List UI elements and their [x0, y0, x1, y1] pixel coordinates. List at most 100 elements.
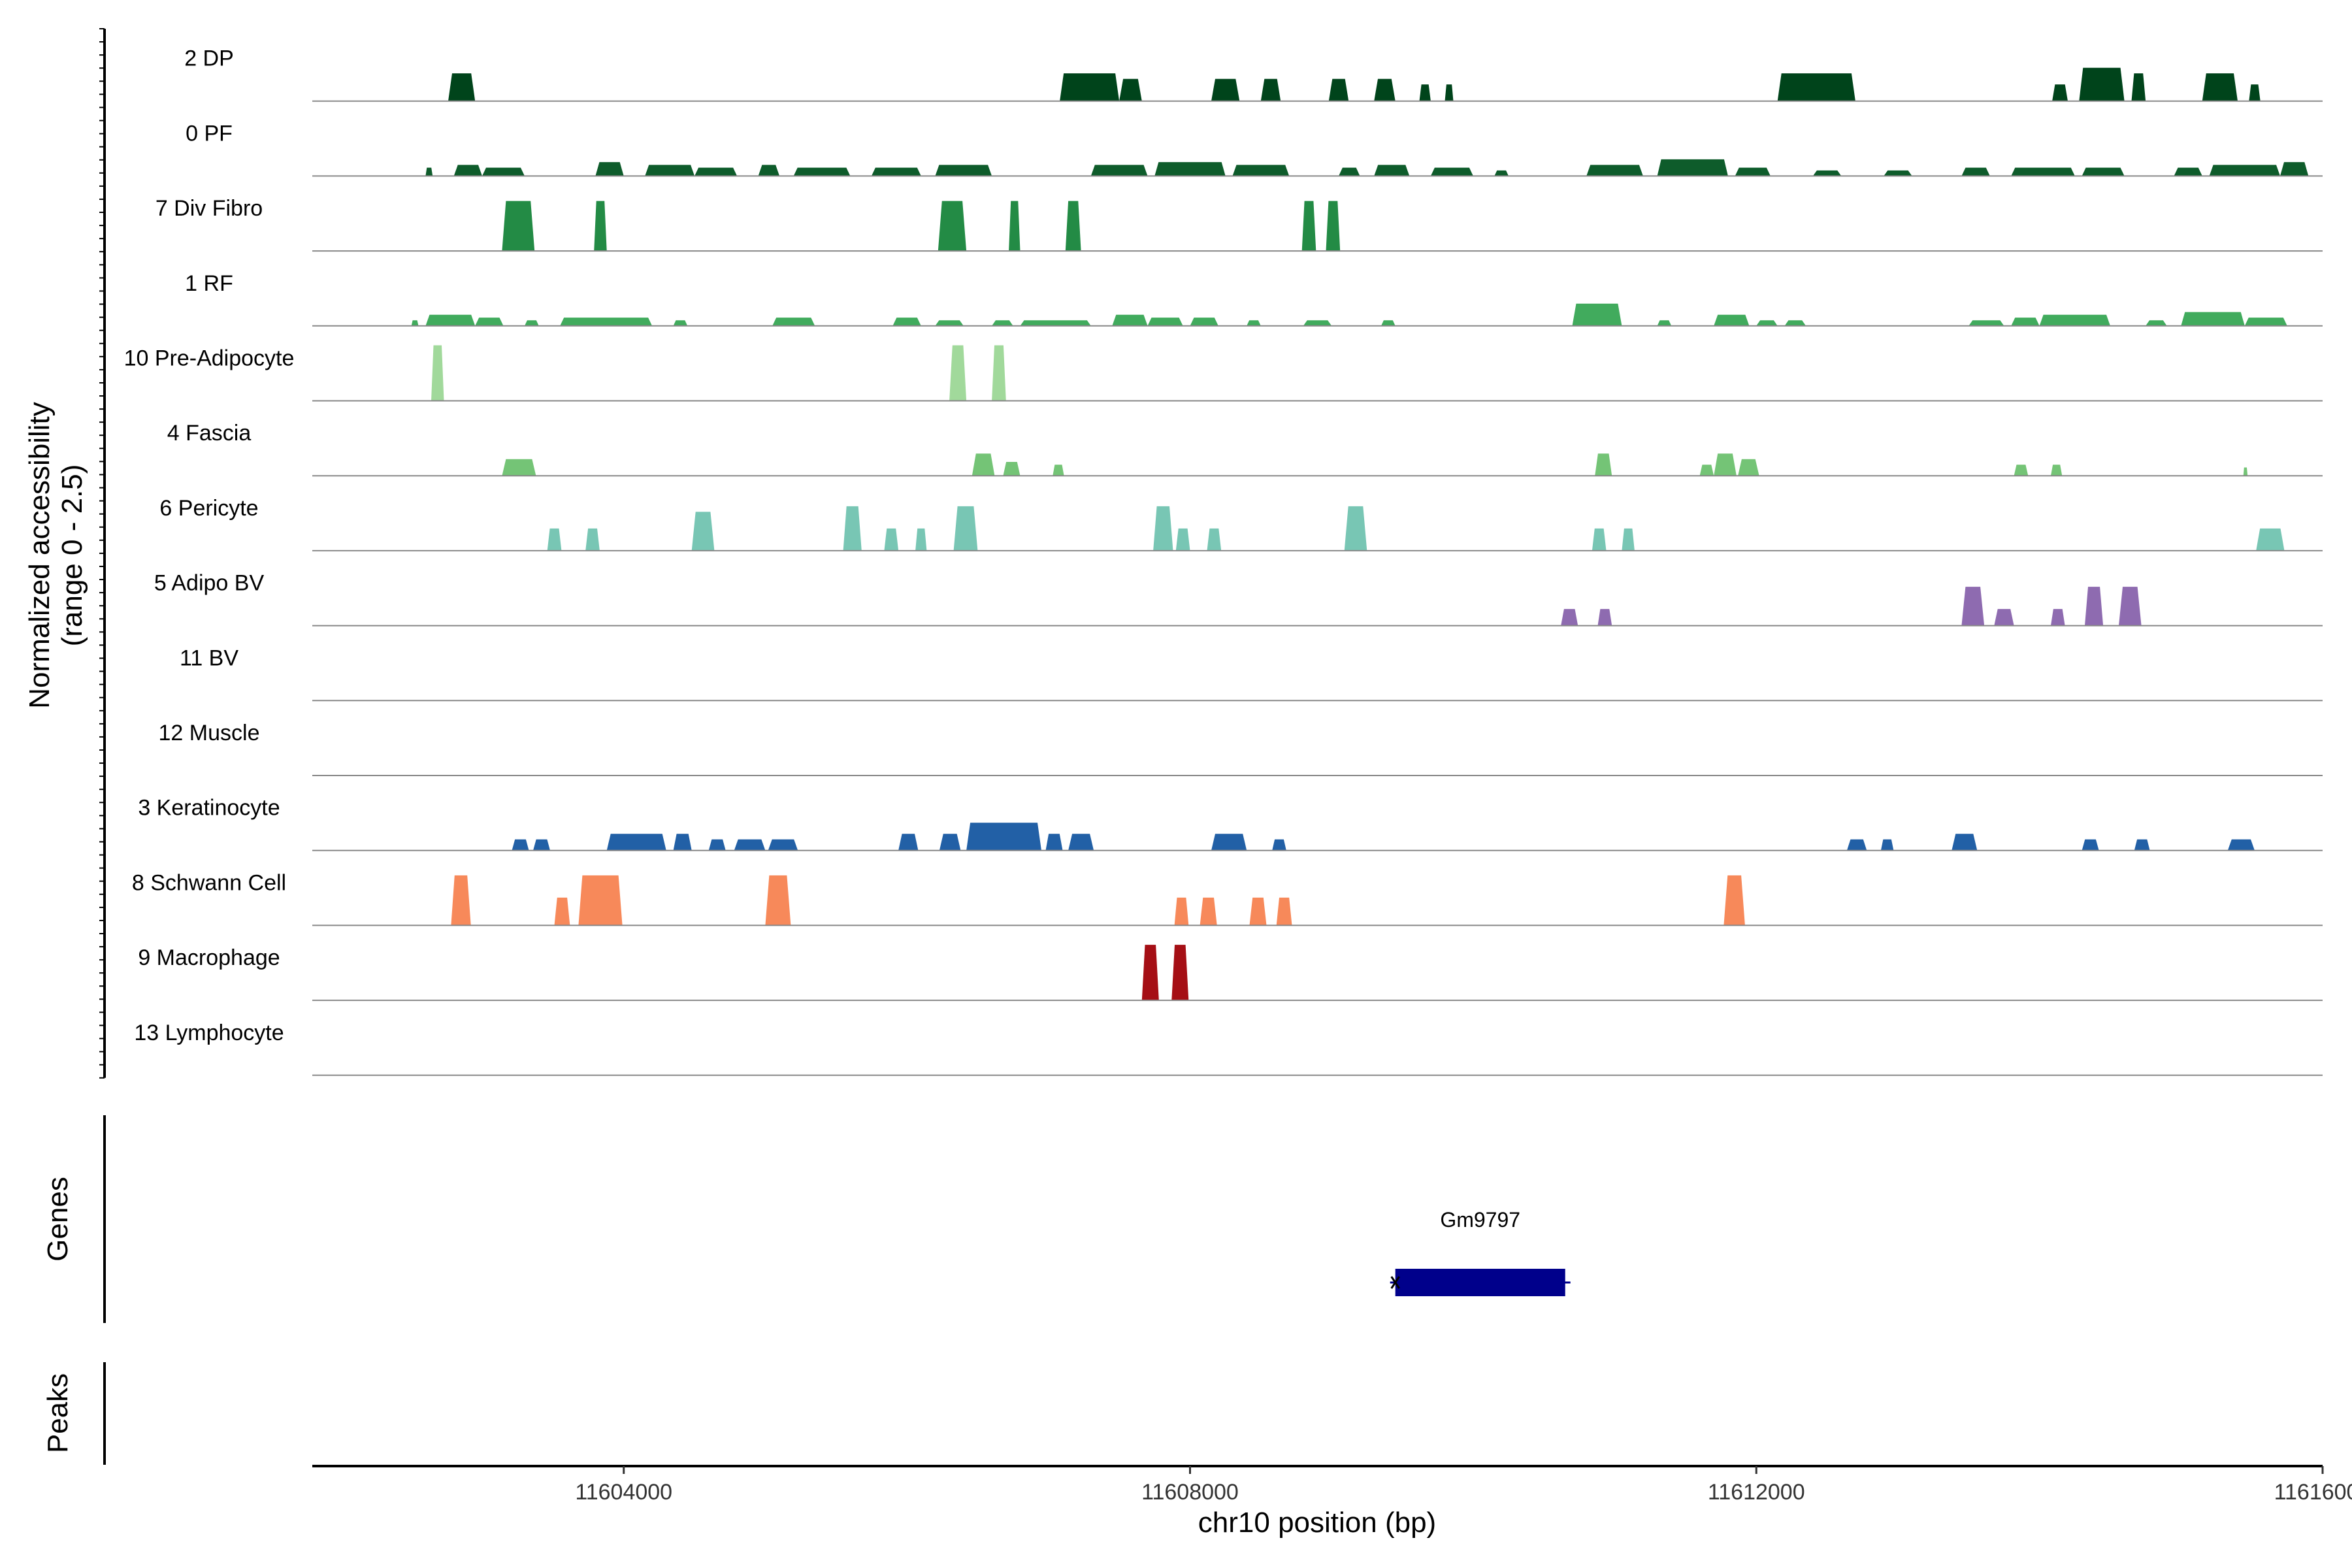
- accessibility-peak: [1153, 506, 1173, 551]
- accessibility-peak: [1586, 165, 1643, 176]
- track-label: 1 RF: [185, 271, 233, 296]
- accessibility-peak: [768, 839, 798, 851]
- accessibility-peak: [1723, 875, 1745, 926]
- accessibility-peak: [525, 320, 539, 326]
- accessibility-peak: [2011, 318, 2040, 326]
- accessibility-peak: [2082, 167, 2125, 176]
- accessibility-peak: [1994, 609, 2014, 626]
- accessibility-peak: [1846, 839, 1867, 851]
- gene-gm9797: Gm9797: [1390, 1208, 1571, 1296]
- track-12-muscle: 12 Muscle: [159, 721, 2323, 776]
- accessibility-peak: [2082, 839, 2099, 851]
- track-2-dp: 2 DP: [184, 46, 2323, 102]
- accessibility-peak: [1961, 587, 1985, 626]
- accessibility-peak: [425, 167, 433, 176]
- track-label: 7 Div Fibro: [155, 196, 263, 221]
- accessibility-peak: [1445, 84, 1454, 101]
- accessibility-peak: [843, 506, 862, 551]
- accessibility-peak: [1060, 73, 1120, 101]
- accessibility-peak: [1260, 78, 1281, 101]
- track-1-rf: 1 RF: [185, 271, 2323, 327]
- accessibility-peak: [1154, 162, 1226, 176]
- accessibility-peak: [2051, 465, 2063, 476]
- track-11-bv: 11 BV: [180, 645, 2323, 702]
- accessibility-peak: [2011, 167, 2075, 176]
- y-axis-title-line-1: Normalized accessibility: [24, 402, 56, 708]
- track-label: 13 Lymphocyte: [134, 1021, 284, 1045]
- accessibility-peak: [1735, 167, 1771, 176]
- accessibility-peak: [1381, 320, 1396, 326]
- accessibility-peak: [972, 453, 995, 476]
- accessibility-peak: [898, 834, 919, 851]
- accessibility-peak: [1714, 314, 1750, 326]
- track-label: 10 Pre-Adipocyte: [124, 346, 295, 371]
- accessibility-peak: [1952, 834, 1978, 851]
- track-10-pre-adipocyte: 10 Pre-Adipocyte: [124, 345, 2323, 402]
- accessibility-peak: [2227, 839, 2255, 851]
- accessibility-peak: [708, 839, 726, 851]
- accessibility-peak: [453, 165, 482, 176]
- accessibility-peak: [502, 459, 536, 476]
- accessibility-peak: [2249, 84, 2261, 101]
- accessibility-peak: [1595, 453, 1612, 476]
- x-tick-label: 11604000: [575, 1480, 672, 1505]
- accessibility-peak: [1430, 167, 1473, 176]
- track-13-lymphocyte: 13 Lymphocyte: [134, 1021, 2323, 1076]
- accessibility-peak: [892, 318, 921, 326]
- accessibility-peak: [1009, 201, 1021, 252]
- accessibility-peak: [691, 512, 715, 551]
- accessibility-peak: [793, 167, 851, 176]
- genes-panel: Genes: [42, 1115, 106, 1323]
- accessibility-peak: [1272, 839, 1286, 851]
- accessibility-peak: [953, 506, 978, 551]
- accessibility-peak: [1374, 78, 1396, 101]
- accessibility-peak: [1211, 834, 1247, 851]
- accessibility-peak: [606, 834, 666, 851]
- accessibility-peak: [594, 201, 607, 252]
- accessibility-peak: [1961, 167, 1990, 176]
- accessibility-peak: [1756, 320, 1778, 326]
- accessibility-peak: [673, 834, 692, 851]
- track-label: 9 Macrophage: [138, 945, 280, 970]
- accessibility-peak: [1326, 201, 1341, 252]
- accessibility-peak: [1232, 165, 1290, 176]
- accessibility-peak: [871, 167, 921, 176]
- accessibility-peak: [772, 318, 815, 326]
- track-label: 6 Pericyte: [159, 496, 258, 521]
- accessibility-peak: [2209, 165, 2280, 176]
- accessibility-peak: [1784, 320, 1806, 326]
- accessibility-peak: [1090, 165, 1148, 176]
- accessibility-peak: [502, 201, 535, 252]
- accessibility-peak: [595, 162, 624, 176]
- accessibility-peak: [1147, 318, 1183, 326]
- accessibility-peak: [915, 528, 927, 551]
- track-label: 8 Schwann Cell: [132, 870, 286, 895]
- peaks-panel-label: Peaks: [42, 1373, 74, 1453]
- track-3-keratinocyte: 3 Keratinocyte: [138, 796, 2323, 851]
- accessibility-peak: [1119, 78, 1142, 101]
- accessibility-peak: [578, 875, 623, 926]
- accessibility-peak: [2202, 73, 2238, 101]
- accessibility-peak: [1777, 73, 1855, 101]
- y-axis-title: Normalized accessibility (range 0 - 2.5): [24, 402, 88, 708]
- accessibility-peak: [1249, 897, 1267, 926]
- accessibility-peak: [734, 839, 766, 851]
- accessibility-peak: [1112, 314, 1148, 326]
- accessibility-peak: [560, 318, 653, 326]
- accessibility-peak: [1884, 170, 1912, 176]
- accessibility-peak: [1174, 897, 1189, 926]
- accessibility-peak: [1657, 320, 1672, 326]
- accessibility-peak: [758, 165, 780, 176]
- accessibility-peak: [2146, 320, 2167, 326]
- accessibility-peak: [1597, 609, 1612, 626]
- accessibility-peak: [475, 318, 504, 326]
- accessibility-peak: [448, 73, 476, 101]
- accessibility-peak: [2039, 314, 2110, 326]
- track-6-pericyte: 6 Pericyte: [159, 496, 2323, 551]
- accessibility-peak: [1880, 839, 1894, 851]
- accessibility-peak: [694, 167, 738, 176]
- accessibility-peak: [1699, 465, 1714, 476]
- track-label: 3 Keratinocyte: [138, 796, 280, 821]
- accessibility-peak: [1141, 945, 1159, 1001]
- track-label: 11 BV: [180, 645, 238, 670]
